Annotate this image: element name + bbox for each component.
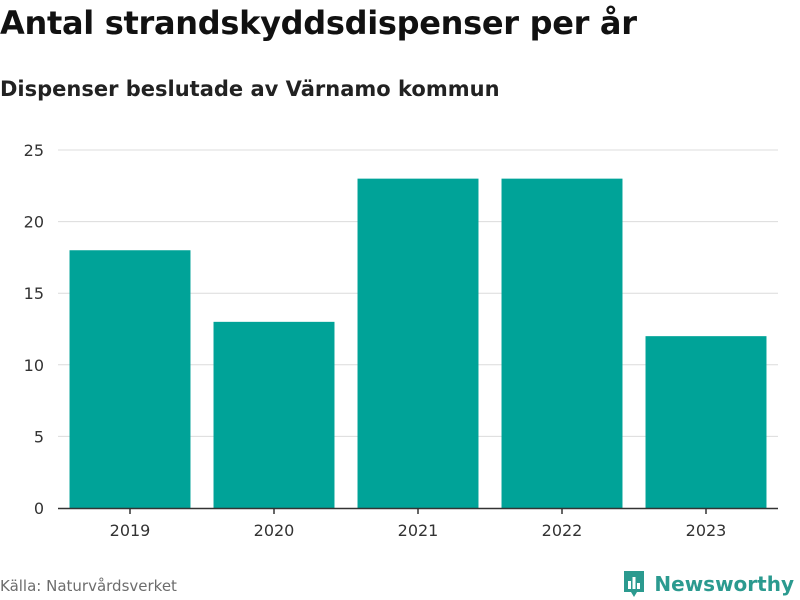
source-note: Källa: Naturvårdsverket	[0, 577, 177, 595]
bar-2021	[357, 178, 479, 508]
x-tick-label: 2023	[686, 521, 727, 540]
x-tick-label: 2019	[110, 521, 151, 540]
y-tick-label: 20	[24, 213, 44, 232]
y-tick-label: 10	[24, 356, 44, 375]
x-tick-label: 2020	[254, 521, 295, 540]
newsworthy-logo-icon	[624, 571, 645, 597]
bar-2022	[501, 178, 623, 508]
chart-title: Antal strandskyddsdispenser per år	[0, 4, 637, 42]
y-tick-label: 25	[24, 141, 44, 160]
bar-2020	[213, 321, 335, 508]
chart-subtitle: Dispenser beslutade av Värnamo kommun	[0, 77, 500, 101]
y-tick-label: 5	[34, 427, 44, 446]
y-tick-label: 15	[24, 284, 44, 303]
bar-2023	[645, 336, 767, 508]
x-tick-label: 2022	[542, 521, 583, 540]
brand-logo: Newsworthy	[622, 568, 794, 600]
brand-name: Newsworthy	[654, 572, 794, 596]
bar-2019	[69, 250, 191, 509]
x-tick-label: 2021	[398, 521, 439, 540]
y-tick-label: 0	[34, 499, 44, 518]
